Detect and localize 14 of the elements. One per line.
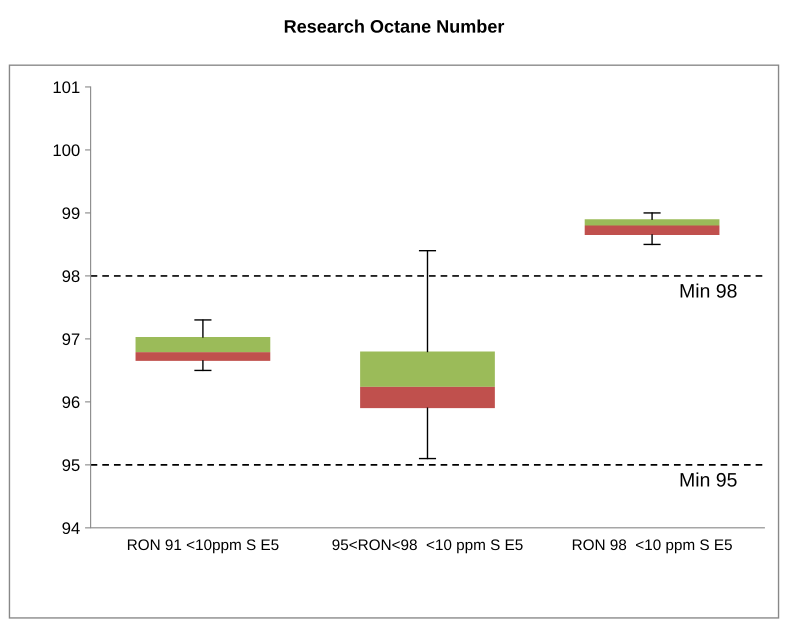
y-tick-label: 95	[62, 459, 80, 472]
y-tick-label: 96	[62, 396, 80, 408]
y-tick-label: 100	[54, 144, 80, 156]
ref-line-label: Min 98	[680, 283, 737, 298]
x-tick-label: RON 98 <10 ppm S E5	[572, 539, 732, 554]
chart-title: Research Octane Number	[284, 20, 504, 33]
ref-line-label: Min 95	[680, 472, 737, 487]
x-tick-label: RON 91 <10ppm S E5	[128, 539, 278, 554]
x-tick-label: 95<RON<98 <10 ppm S E5	[332, 539, 523, 554]
y-tick-label: 94	[62, 522, 80, 534]
y-tick-label: 97	[62, 333, 80, 346]
y-tick-label: 98	[62, 270, 80, 282]
y-tick-label: 101	[54, 81, 80, 94]
y-tick-label: 99	[62, 207, 80, 220]
